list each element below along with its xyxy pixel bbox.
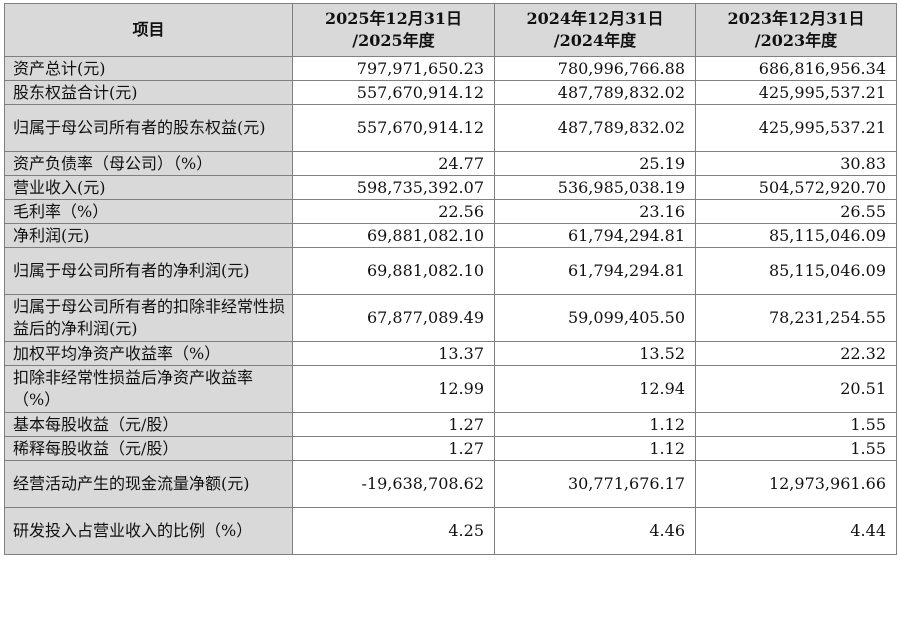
row-label: 净利润(元): [4, 223, 293, 248]
row-label: 营业收入(元): [4, 175, 293, 200]
cell-2025: 557,670,914.12: [292, 80, 495, 105]
table-row: 基本每股收益（元/股） 1.27 1.12 1.55: [4, 412, 897, 437]
cell-2024: 536,985,038.19: [494, 175, 696, 200]
cell-2024: 12.94: [494, 365, 696, 413]
cell-2023: 78,231,254.55: [695, 294, 897, 342]
cell-2025: 69,881,082.10: [292, 247, 495, 295]
table-row: 归属于母公司所有者的扣除非经常性损益后的净利润(元) 67,877,089.49…: [4, 294, 897, 342]
table-row: 加权平均净资产收益率（%） 13.37 13.52 22.32: [4, 341, 897, 366]
cell-2025: 12.99: [292, 365, 495, 413]
table-row: 净利润(元) 69,881,082.10 61,794,294.81 85,11…: [4, 223, 897, 248]
cell-2024: 487,789,832.02: [494, 80, 696, 105]
cell-2025: 598,735,392.07: [292, 175, 495, 200]
financial-summary-table: 项目 2025年12月31日 /2025年度 2024年12月31日 /2024…: [4, 3, 897, 555]
row-label: 研发投入占营业收入的比例（%）: [4, 507, 293, 555]
row-label: 稀释每股收益（元/股）: [4, 436, 293, 461]
cell-2024: 1.12: [494, 412, 696, 437]
header-year-2024-date: 2024年12月31日: [526, 9, 664, 28]
cell-2025: 22.56: [292, 199, 495, 224]
table-row: 资产负债率（母公司）（%） 24.77 25.19 30.83: [4, 151, 897, 176]
cell-2024: 780,996,766.88: [494, 56, 696, 81]
table-row: 扣除非经常性损益后净资产收益率（%） 12.99 12.94 20.51: [4, 365, 897, 413]
row-label: 归属于母公司所有者的股东权益(元): [4, 104, 293, 152]
row-label: 资产负债率（母公司）（%）: [4, 151, 293, 176]
cell-2023: 686,816,956.34: [695, 56, 897, 81]
cell-2023: 20.51: [695, 365, 897, 413]
cell-2023: 4.44: [695, 507, 897, 555]
cell-2024: 23.16: [494, 199, 696, 224]
cell-2023: 1.55: [695, 436, 897, 461]
cell-2024: 30,771,676.17: [494, 460, 696, 508]
header-year-2024: 2024年12月31日 /2024年度: [494, 3, 696, 57]
row-label: 扣除非经常性损益后净资产收益率（%）: [4, 365, 293, 413]
header-year-2024-period: /2024年度: [553, 31, 637, 50]
header-year-2025-date: 2025年12月31日: [324, 9, 463, 28]
cell-2025: 69,881,082.10: [292, 223, 495, 248]
row-label: 股东权益合计(元): [4, 80, 293, 105]
cell-2024: 61,794,294.81: [494, 247, 696, 295]
cell-2024: 25.19: [494, 151, 696, 176]
header-year-2025-period: /2025年度: [352, 31, 435, 50]
cell-2024: 1.12: [494, 436, 696, 461]
financial-table-container: 项目 2025年12月31日 /2025年度 2024年12月31日 /2024…: [4, 3, 897, 555]
cell-2024: 61,794,294.81: [494, 223, 696, 248]
row-label: 毛利率（%）: [4, 199, 293, 224]
table-row: 营业收入(元) 598,735,392.07 536,985,038.19 50…: [4, 175, 897, 200]
header-year-2023-period: /2023年度: [754, 31, 838, 50]
table-row: 经营活动产生的现金流量净额(元) -19,638,708.62 30,771,6…: [4, 460, 897, 508]
table-row: 资产总计(元) 797,971,650.23 780,996,766.88 68…: [4, 56, 897, 81]
table-row: 归属于母公司所有者的净利润(元) 69,881,082.10 61,794,29…: [4, 247, 897, 295]
cell-2023: 425,995,537.21: [695, 104, 897, 152]
cell-2023: 22.32: [695, 341, 897, 366]
table-row: 股东权益合计(元) 557,670,914.12 487,789,832.02 …: [4, 80, 897, 105]
cell-2024: 13.52: [494, 341, 696, 366]
cell-2023: 12,973,961.66: [695, 460, 897, 508]
cell-2025: 13.37: [292, 341, 495, 366]
row-label: 资产总计(元): [4, 56, 293, 81]
row-label: 基本每股收益（元/股）: [4, 412, 293, 437]
table-row: 研发投入占营业收入的比例（%） 4.25 4.46 4.44: [4, 507, 897, 555]
header-year-2023: 2023年12月31日 /2023年度: [695, 3, 897, 57]
header-year-2023-date: 2023年12月31日: [727, 9, 865, 28]
cell-2025: -19,638,708.62: [292, 460, 495, 508]
header-item: 项目: [4, 3, 293, 57]
cell-2025: 1.27: [292, 412, 495, 437]
cell-2025: 4.25: [292, 507, 495, 555]
row-label: 归属于母公司所有者的扣除非经常性损益后的净利润(元): [4, 294, 293, 342]
table-row: 毛利率（%） 22.56 23.16 26.55: [4, 199, 897, 224]
header-year-2025: 2025年12月31日 /2025年度: [292, 3, 495, 57]
cell-2025: 67,877,089.49: [292, 294, 495, 342]
table-header-row: 项目 2025年12月31日 /2025年度 2024年12月31日 /2024…: [4, 3, 897, 57]
cell-2023: 504,572,920.70: [695, 175, 897, 200]
cell-2024: 487,789,832.02: [494, 104, 696, 152]
cell-2023: 85,115,046.09: [695, 247, 897, 295]
table-row: 归属于母公司所有者的股东权益(元) 557,670,914.12 487,789…: [4, 104, 897, 152]
row-label: 经营活动产生的现金流量净额(元): [4, 460, 293, 508]
cell-2025: 24.77: [292, 151, 495, 176]
cell-2023: 85,115,046.09: [695, 223, 897, 248]
cell-2024: 59,099,405.50: [494, 294, 696, 342]
cell-2023: 425,995,537.21: [695, 80, 897, 105]
cell-2023: 26.55: [695, 199, 897, 224]
cell-2025: 1.27: [292, 436, 495, 461]
table-row: 稀释每股收益（元/股） 1.27 1.12 1.55: [4, 436, 897, 461]
cell-2025: 797,971,650.23: [292, 56, 495, 81]
cell-2025: 557,670,914.12: [292, 104, 495, 152]
cell-2023: 1.55: [695, 412, 897, 437]
cell-2023: 30.83: [695, 151, 897, 176]
row-label: 归属于母公司所有者的净利润(元): [4, 247, 293, 295]
cell-2024: 4.46: [494, 507, 696, 555]
row-label: 加权平均净资产收益率（%）: [4, 341, 293, 366]
